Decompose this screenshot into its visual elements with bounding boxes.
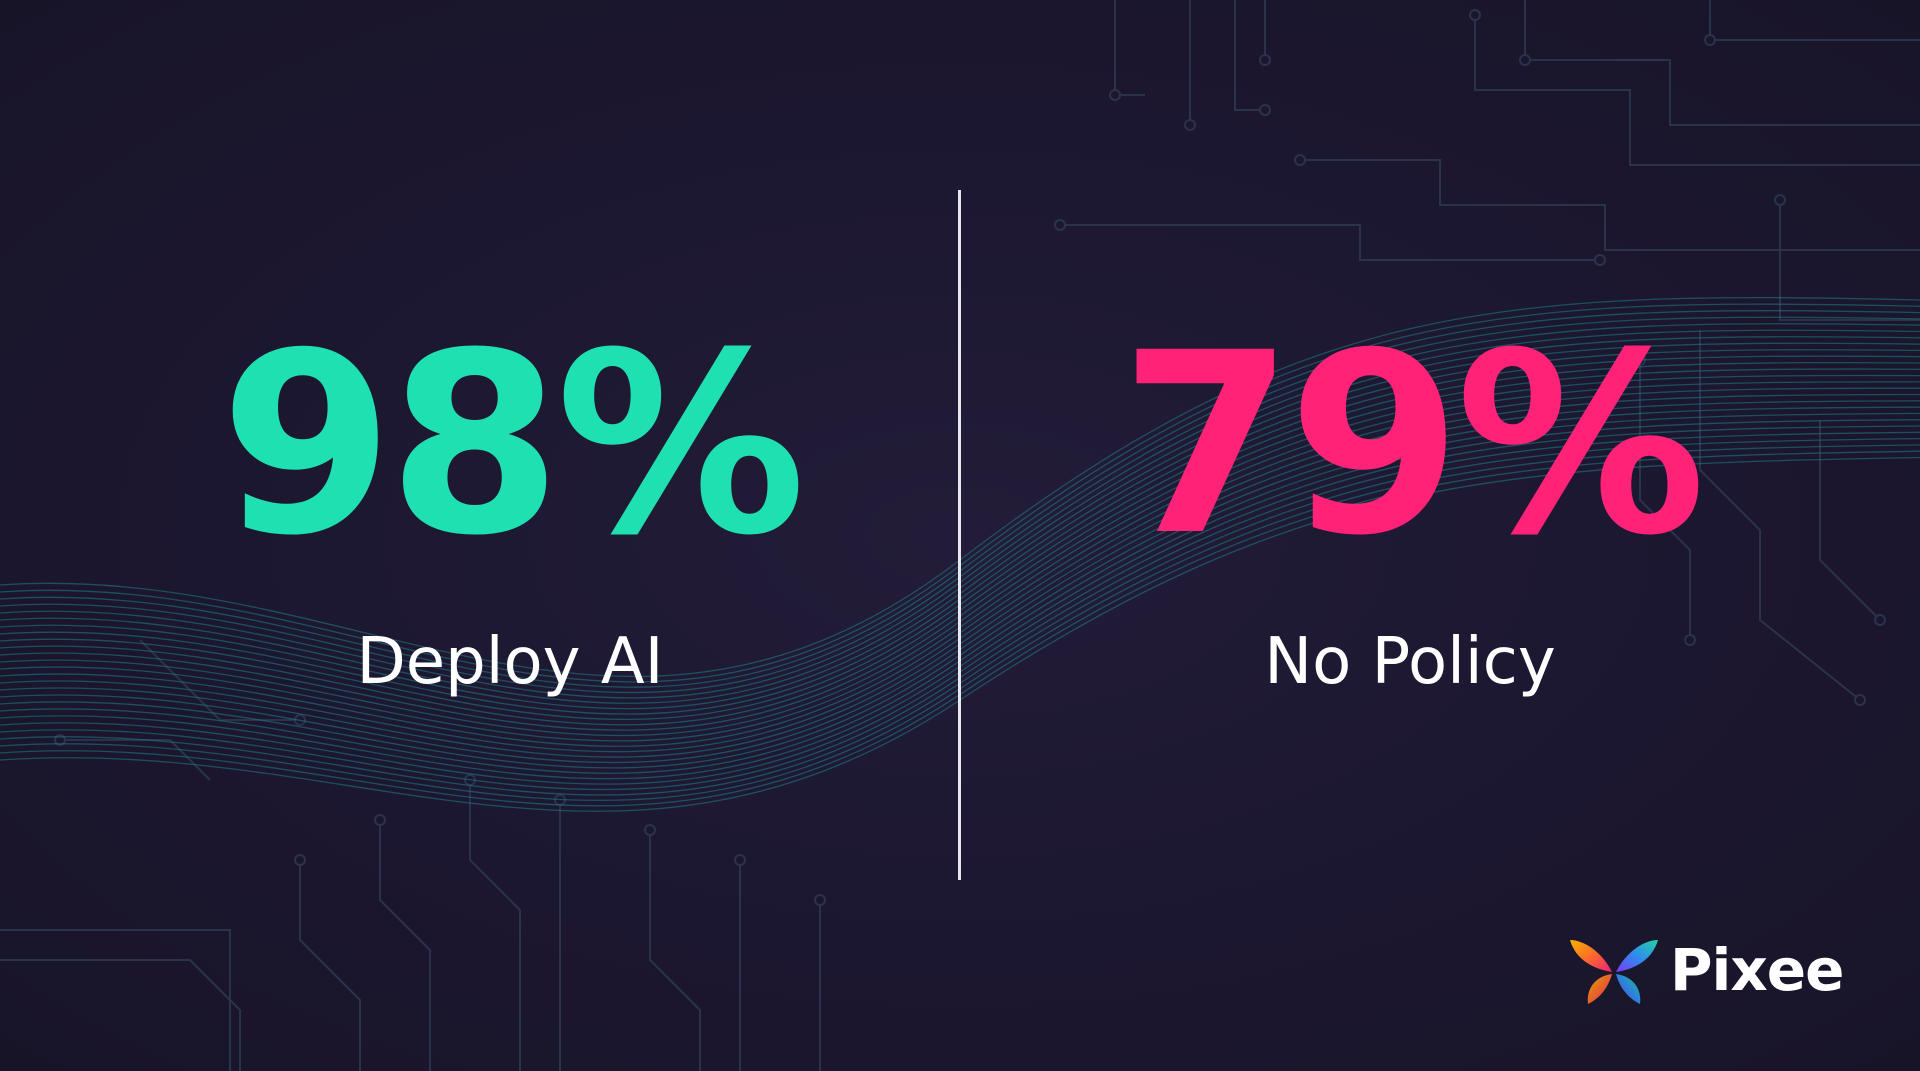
circuit-node <box>1854 694 1866 706</box>
circuit-node <box>1259 104 1271 116</box>
circuit-node <box>1704 34 1716 46</box>
brand-name: Pixee <box>1670 936 1844 1004</box>
circuit-trace <box>1234 0 1265 111</box>
brand-lockup: Pixee <box>1566 930 1844 1010</box>
stat-label-deploy-ai: Deploy AI <box>356 625 664 699</box>
center-divider <box>958 190 961 880</box>
circuit-trace <box>649 830 701 1071</box>
stat-label-no-policy: No Policy <box>1264 625 1556 699</box>
circuit-node <box>1259 54 1271 66</box>
circuit-node <box>814 894 826 906</box>
stat-no-policy: 79% No Policy <box>1060 299 1760 699</box>
circuit-trace <box>1639 360 1691 640</box>
circuit-trace <box>299 860 361 1071</box>
circuit-trace <box>469 780 521 1071</box>
circuit-node <box>1774 194 1786 206</box>
circuit-node <box>1519 54 1531 66</box>
circuit-node <box>294 854 306 866</box>
circuit-trace <box>1060 224 1600 261</box>
circuit-node <box>54 734 66 746</box>
stat-deploy-ai: 98% Deploy AI <box>160 299 860 699</box>
circuit-node <box>1684 634 1696 646</box>
circuit-trace <box>1474 15 1920 166</box>
circuit-node <box>374 814 386 826</box>
circuit-trace <box>0 959 241 1071</box>
circuit-node <box>1294 154 1306 166</box>
stat-value-deploy-ai: 98% <box>219 299 806 590</box>
circuit-node <box>1874 614 1886 626</box>
circuit-node <box>1469 9 1481 21</box>
circuit-node <box>644 824 656 836</box>
circuit-node <box>1054 219 1066 231</box>
circuit-node <box>1109 89 1121 101</box>
circuit-trace <box>1114 0 1145 96</box>
circuit-node <box>734 854 746 866</box>
circuit-node <box>1184 119 1196 131</box>
circuit-node <box>1594 254 1606 266</box>
circuit-trace <box>1819 420 1881 621</box>
circuit-trace <box>60 739 211 781</box>
circuit-trace <box>1300 159 1920 251</box>
circuit-trace <box>379 820 431 1071</box>
butterfly-logo-icon <box>1570 940 1658 1004</box>
stat-value-no-policy: 79% <box>1119 299 1706 590</box>
circuit-trace <box>1524 0 1920 126</box>
circuit-trace <box>1709 0 1920 41</box>
circuit-trace <box>1779 200 1920 321</box>
circuit-trace <box>0 929 231 1071</box>
